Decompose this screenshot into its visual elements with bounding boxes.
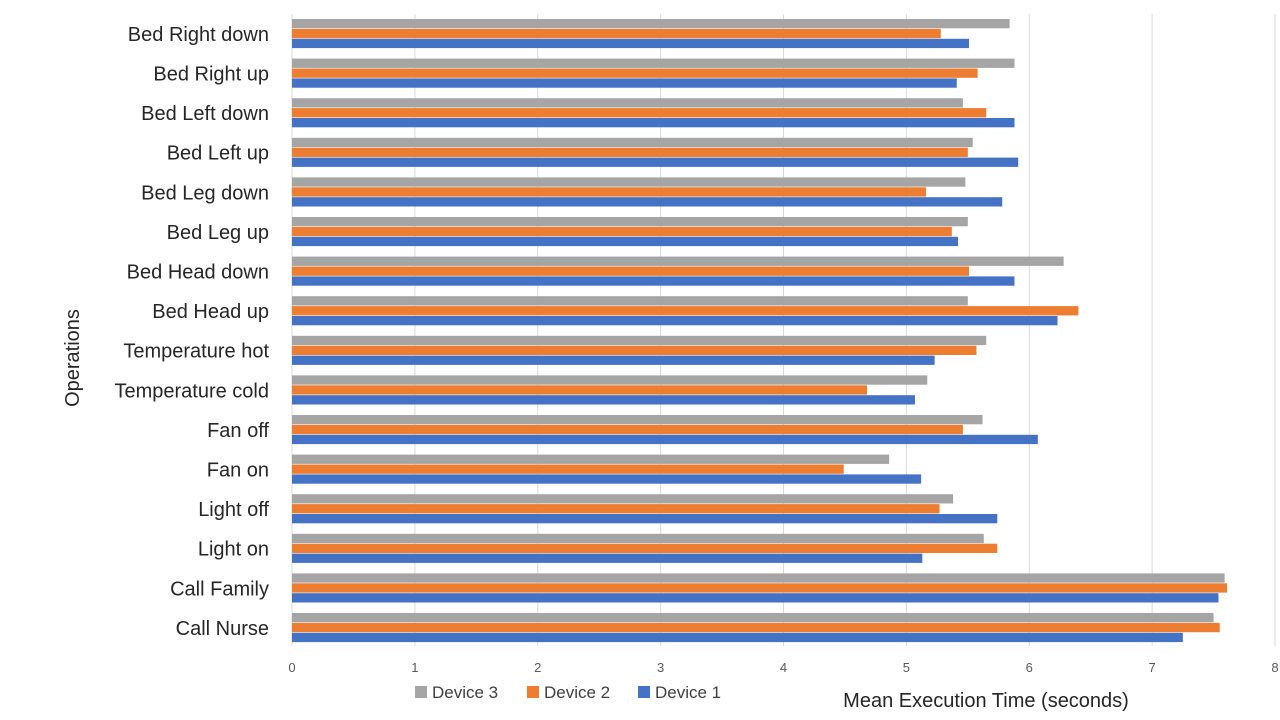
- category-label: Bed Right up: [153, 63, 269, 85]
- legend: Device 3 Device 2 Device 1: [415, 683, 721, 702]
- bar-device-2: [292, 266, 970, 276]
- bar-device-2: [292, 226, 952, 237]
- category-label: Bed Head down: [127, 261, 269, 283]
- bar-device-2: [292, 345, 977, 355]
- bar-device-2: [292, 583, 1228, 593]
- bar-device-3: [292, 375, 928, 385]
- y-axis-title: Operations: [62, 309, 84, 407]
- x-tick-labels: 0 1 2 3 4 5 6 7 8: [288, 660, 1278, 675]
- bar-device-2: [292, 424, 963, 435]
- bar-device-2: [292, 108, 987, 118]
- bar-device-2: [292, 187, 927, 197]
- category-label: Temperature cold: [114, 380, 269, 402]
- bar-device-3: [292, 177, 966, 187]
- x-tick-label: 5: [903, 660, 910, 675]
- bar-device-2: [292, 28, 941, 39]
- legend-swatch: [527, 686, 539, 698]
- category-label: Call Family: [170, 578, 269, 600]
- bar-device-3: [292, 415, 983, 425]
- category-labels: Bed Right down Bed Right up Bed Left down B…: [114, 24, 269, 640]
- legend-swatch: [638, 686, 650, 698]
- bar-device-1: [292, 514, 998, 524]
- bar-device-1: [292, 38, 970, 49]
- bar-device-2: [292, 622, 1220, 633]
- bars: [292, 19, 1228, 643]
- x-tick-label: 2: [534, 660, 541, 675]
- bar-device-1: [292, 276, 1015, 286]
- bar-device-2: [292, 68, 978, 78]
- bar-device-3: [292, 98, 963, 108]
- category-label: Bed Head up: [152, 301, 269, 323]
- bar-device-3: [292, 335, 987, 346]
- x-tick-label: 6: [1026, 660, 1033, 675]
- bar-device-3: [292, 494, 954, 504]
- bar-device-1: [292, 236, 958, 247]
- bar-device-2: [292, 306, 1079, 316]
- bar-device-1: [292, 632, 1183, 643]
- category-label: Fan off: [207, 420, 269, 442]
- bar-device-3: [292, 573, 1225, 583]
- bar-device-2: [292, 464, 844, 474]
- category-label: Bed Leg up: [167, 222, 269, 244]
- bar-device-1: [292, 355, 935, 365]
- bar-device-1: [292, 553, 923, 563]
- bar-device-3: [292, 613, 1214, 623]
- bar-device-2: [292, 385, 868, 395]
- x-tick-label: 3: [657, 660, 664, 675]
- category-label: Bed Leg down: [141, 182, 269, 204]
- category-label: Bed Right down: [128, 24, 269, 46]
- bar-device-1: [292, 434, 1038, 445]
- bar-device-3: [292, 533, 984, 544]
- bar-device-1: [292, 316, 1058, 326]
- x-tick-label: 8: [1271, 660, 1278, 675]
- bar-device-1: [292, 474, 922, 484]
- category-label: Fan on: [207, 459, 269, 481]
- category-label: Bed Left up: [167, 143, 269, 165]
- bar-device-1: [292, 593, 1219, 603]
- bar-device-2: [292, 147, 968, 157]
- category-label: Bed Left down: [141, 103, 269, 125]
- bar-device-3: [292, 256, 1064, 266]
- bar-device-3: [292, 454, 890, 464]
- category-label: Light off: [198, 499, 269, 521]
- legend-label: Device 3: [432, 683, 498, 702]
- x-tick-label: 7: [1149, 660, 1156, 675]
- legend-swatch: [415, 686, 427, 698]
- x-tick-label: 1: [411, 660, 418, 675]
- x-tick-label: 0: [288, 660, 295, 675]
- bar-device-2: [292, 543, 998, 553]
- category-label: Call Nurse: [176, 618, 269, 640]
- bar-device-2: [292, 504, 940, 514]
- x-axis-title: Mean Execution Time (seconds): [843, 690, 1129, 712]
- bar-device-1: [292, 395, 915, 405]
- bar-device-1: [292, 197, 1003, 207]
- bar-device-3: [292, 296, 968, 306]
- bar-device-1: [292, 78, 957, 88]
- bar-device-3: [292, 137, 973, 148]
- legend-label: Device 1: [655, 683, 721, 702]
- bar-device-3: [292, 19, 1010, 29]
- bar-device-3: [292, 217, 968, 227]
- x-tick-label: 4: [780, 660, 787, 675]
- category-label: Light on: [198, 539, 269, 561]
- bar-device-3: [292, 58, 1015, 68]
- bar-device-1: [292, 118, 1015, 128]
- category-label: Temperature hot: [123, 341, 269, 363]
- bar-device-1: [292, 157, 1019, 167]
- legend-label: Device 2: [544, 683, 610, 702]
